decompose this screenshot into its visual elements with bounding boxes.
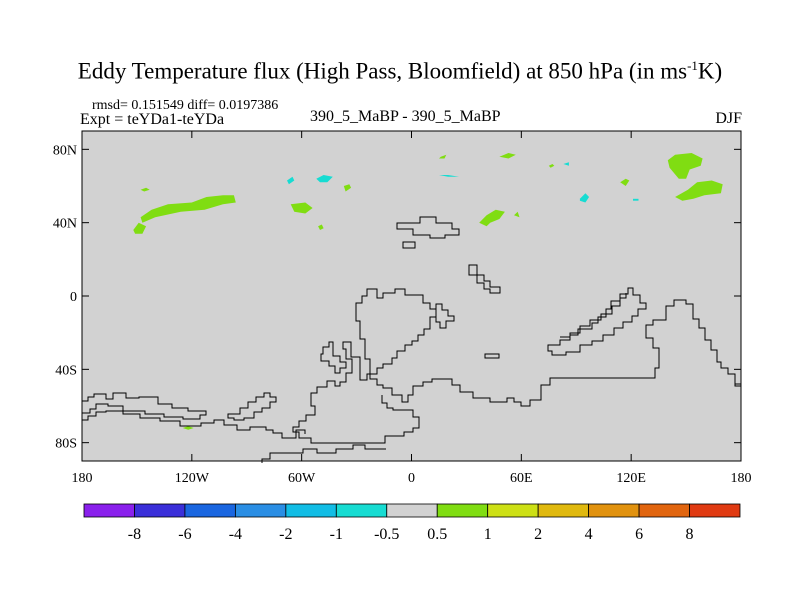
coastline-peninsula: [320, 341, 347, 374]
y-tick-label-1: 40N: [53, 217, 77, 232]
region-19: [579, 193, 590, 203]
region-0: [140, 195, 236, 223]
colorbar-swatch-12: [689, 503, 741, 518]
colorbar-label-2: -4: [229, 526, 242, 543]
colorbar-label-5: -0.5: [374, 526, 399, 543]
y-tick-label-0: 80N: [53, 143, 77, 158]
region-11: [620, 178, 630, 186]
y-tick-label-2: 0: [70, 290, 77, 305]
colorbar-swatch-7: [436, 503, 489, 518]
colorbar-swatch-9: [537, 503, 590, 518]
region-17: [439, 175, 460, 177]
colorbar-swatch-0: [83, 503, 135, 518]
region-20: [633, 198, 639, 201]
run-label: 390_5_MaBP - 390_5_MaBP: [310, 108, 501, 125]
region-14: [182, 426, 194, 430]
region-6: [439, 154, 447, 159]
plot-area: [82, 131, 741, 461]
coastlines: [82, 216, 741, 463]
colorbar-swatch-8: [487, 503, 539, 518]
colorbar-label-4: -1: [330, 526, 343, 543]
region-5: [343, 184, 352, 192]
colorbar-label-10: 6: [635, 526, 643, 543]
colorbar-swatch-5: [335, 503, 388, 518]
x-tick-label-2: 60W: [288, 471, 316, 486]
colorbar-label-7: 1: [484, 526, 492, 543]
x-tick-label-0: 180: [72, 471, 93, 486]
coastline-india: [468, 264, 501, 294]
colorbar-swatch-6: [386, 503, 438, 518]
region-10: [548, 164, 555, 168]
region-12: [667, 153, 703, 179]
region-13: [675, 180, 723, 201]
region-2: [140, 187, 150, 192]
region-18: [563, 162, 569, 166]
coastline-west-b: [82, 410, 306, 439]
x-tick-label-3: 0: [408, 471, 415, 486]
region-3: [290, 202, 313, 214]
coastline-madagascar: [435, 303, 455, 329]
region-1: [133, 222, 147, 234]
x-tick-label-5: 120E: [616, 471, 646, 486]
x-tick-label-1: 120W: [175, 471, 210, 486]
colorbar-swatch-4: [285, 503, 337, 518]
colorbar-label-3: -2: [279, 526, 292, 543]
coastline-southeast-arc: [560, 293, 627, 338]
coastline-west-a: [82, 392, 207, 420]
colorbar-swatch-1: [134, 503, 186, 518]
coastline-africa-eurasia: [396, 216, 460, 239]
coastline-small-island: [484, 353, 500, 359]
colorbar-label-11: 8: [686, 526, 694, 543]
coastline-ring-inner: [292, 341, 420, 444]
colorbar-swatch-2: [184, 503, 236, 518]
season-label: DJF: [715, 110, 742, 127]
regions-layer: [133, 153, 723, 430]
coastline-asia-archipelago: [547, 287, 647, 356]
region-9: [514, 211, 520, 218]
region-16: [316, 175, 333, 183]
colorbar-swatch-10: [588, 503, 640, 518]
coastline-africa: [355, 288, 437, 375]
colorbar-swatch-3: [234, 503, 287, 518]
y-tick-label-4: 80S: [55, 437, 77, 452]
colorbar-label-0: -8: [128, 526, 141, 543]
coastline-arabia: [402, 241, 416, 249]
region-4: [318, 224, 324, 230]
coastline-antarctic-fragment: [261, 444, 386, 463]
y-tick-label-3: 40S: [55, 363, 77, 378]
x-tick-label-4: 60E: [510, 471, 533, 486]
region-7: [499, 153, 516, 159]
region-15: [287, 176, 295, 185]
colorbar-label-1: -6: [178, 526, 191, 543]
coastline-west-c: [227, 392, 277, 421]
axes-layer: 180 120W 60W 0 60E 120E 180 80N 40N 0 40S 80S: [53, 131, 752, 486]
colorbar-swatch-11: [638, 503, 690, 518]
experiment-label: Expt = teYDa1-teYDa: [80, 111, 225, 128]
colorbar: -8 -6 -4 -2 -1 -0.5 0.5 1 2 4 6 8: [83, 503, 741, 543]
colorbar-label-9: 4: [585, 526, 593, 543]
x-tick-label-6: 180: [731, 471, 752, 486]
stats-label: rmsd= 0.151549 diff= 0.0197386: [92, 98, 279, 113]
colorbar-label-8: 2: [534, 526, 542, 543]
coastline-east-tip: [728, 373, 741, 387]
region-8: [479, 209, 505, 227]
coastline-southern-landmass: [346, 299, 741, 407]
colorbar-label-6: 0.5: [427, 526, 447, 543]
chart-title: Eddy Temperature flux (High Pass, Bloomf…: [77, 58, 723, 84]
